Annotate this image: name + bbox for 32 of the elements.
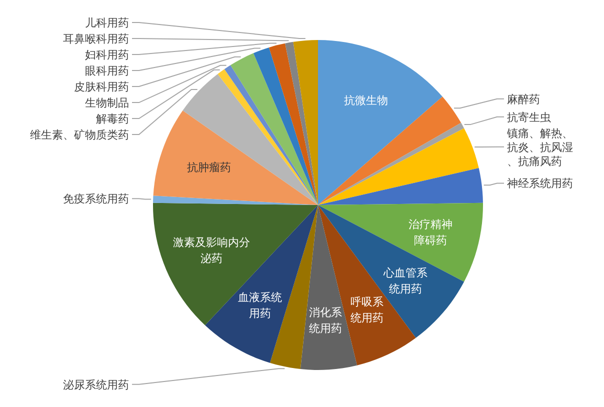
pie-slice <box>318 40 442 205</box>
slice-label: 耳鼻喉科用药 <box>63 32 129 46</box>
pie-slice <box>253 47 318 205</box>
pie-slice <box>268 43 318 205</box>
slice-label: 镇痛、解热、抗炎、抗风湿、抗痛风药 <box>506 126 573 168</box>
slice-label: 抗微生物 <box>344 94 388 107</box>
pie-slice <box>318 96 462 205</box>
pie-slice <box>182 74 318 205</box>
pie-slice <box>318 202 483 282</box>
pie-slice <box>153 110 318 205</box>
slice-label: 麻醉药 <box>507 92 540 106</box>
slice-label: 生物制品 <box>85 96 129 110</box>
slice-label: 呼吸系统用药 <box>350 296 384 325</box>
slice-label: 抗寄生虫 <box>507 110 551 124</box>
slice-label: 眼科用药 <box>85 64 129 78</box>
pie-slice <box>293 40 318 205</box>
slice-label: 解毒药 <box>96 112 129 126</box>
slice-label: 治疗精神障碍药 <box>408 218 452 247</box>
slice-label: 泌尿系统用药 <box>63 378 129 392</box>
slice-label: 消化系统用药 <box>309 306 342 336</box>
slice-label: 妇科用药 <box>85 48 129 62</box>
slice-label: 激素及影响内分泌药 <box>173 236 250 266</box>
slice-label: 维生素、矿物质类药 <box>30 128 129 142</box>
slice-label: 心血管系统用药 <box>382 266 428 296</box>
slice-label: 血液系统用药 <box>238 290 282 320</box>
pie-slice <box>285 42 318 205</box>
slice-label: 抗肿瘤药 <box>186 161 231 174</box>
slice-label: 免疫系统用药 <box>63 192 129 206</box>
pie-slice <box>318 168 483 205</box>
slice-label: 神经系统用药 <box>507 177 573 190</box>
slice-label: 皮肤科用药 <box>74 80 129 94</box>
slice-label: 儿科用药 <box>85 16 129 30</box>
